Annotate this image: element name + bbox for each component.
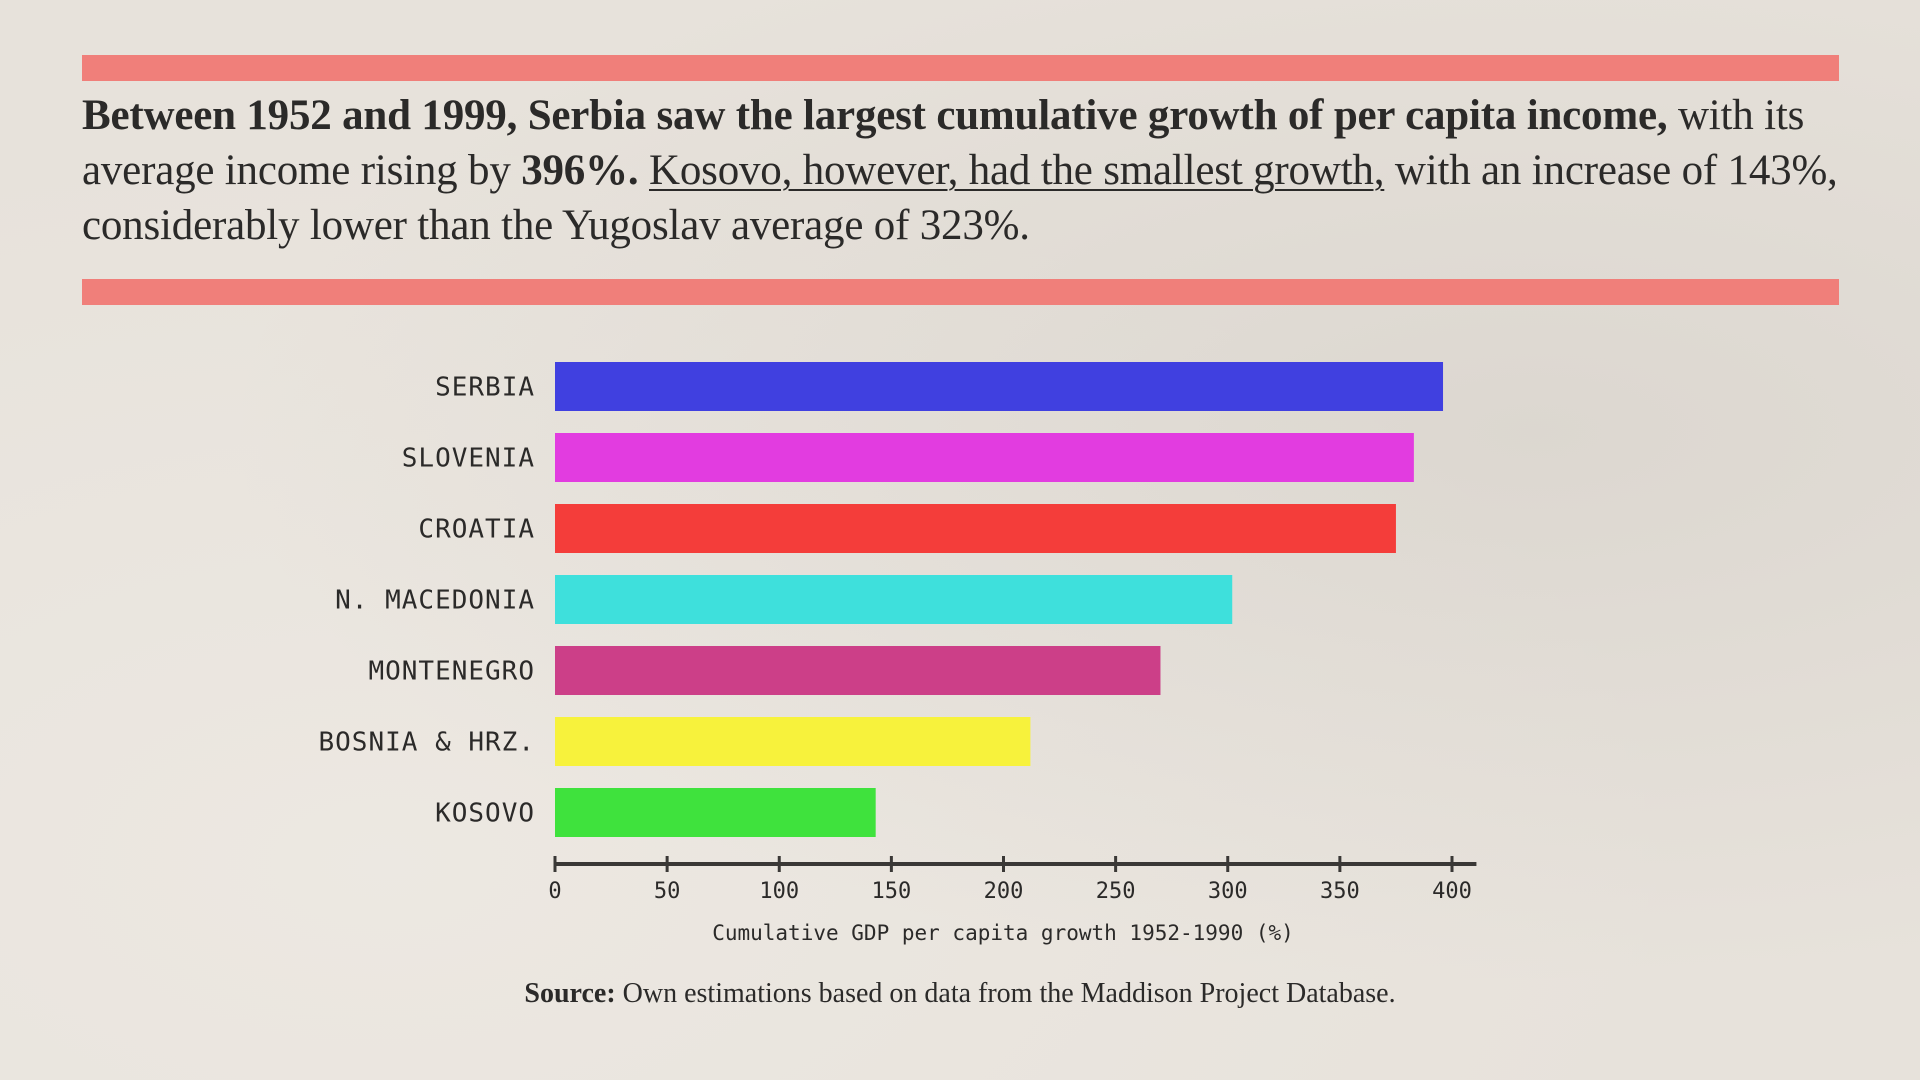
bar-bosnia-hrz-: [555, 717, 1031, 766]
headline: Between 1952 and 1999, Serbia saw the la…: [82, 88, 1862, 253]
category-label: MONTENEGRO: [368, 657, 535, 687]
top-decorative-band: [82, 55, 1839, 81]
bar-n-macedonia: [555, 575, 1233, 624]
source-note: Source: Own estimations based on data fr…: [0, 978, 1920, 1010]
category-label: SLOVENIA: [402, 444, 535, 474]
x-axis-title: Cumulative GDP per capita growth 1952-19…: [712, 921, 1294, 945]
category-label: SERBIA: [435, 373, 535, 403]
category-label: KOSOVO: [435, 799, 535, 829]
x-tick-label: 350: [1320, 879, 1360, 904]
headline-bold-1: Between 1952 and 1999, Serbia saw the la…: [82, 92, 1668, 139]
bar-serbia: [555, 362, 1444, 411]
x-tick-label: 200: [984, 879, 1024, 904]
x-tick-label: 250: [1096, 879, 1136, 904]
x-tick-label: 400: [1432, 879, 1472, 904]
x-tick-label: 300: [1208, 879, 1248, 904]
source-text: Own estimations based on data from the M…: [615, 978, 1396, 1009]
x-tick-label: 0: [548, 879, 561, 904]
category-label: N. MACEDONIA: [335, 586, 535, 616]
headline-text-1: with its average income rising by: [82, 92, 1805, 194]
headline-text-2: with an increase of 143%, considerably l…: [82, 147, 1838, 249]
bar-slovenia: [555, 433, 1414, 482]
category-label: CROATIA: [418, 515, 535, 545]
bar-montenegro: [555, 646, 1161, 695]
bar-kosovo: [555, 788, 876, 837]
bottom-decorative-band: [82, 279, 1839, 305]
x-tick-label: 100: [759, 879, 799, 904]
x-tick-label: 50: [654, 879, 681, 904]
source-label: Source:: [524, 978, 616, 1009]
bar-croatia: [555, 504, 1396, 553]
category-label: BOSNIA & HRZ.: [319, 728, 536, 758]
headline-underlined: Kosovo, however, had the smallest growth…: [649, 147, 1385, 194]
headline-bold-2: 396%.: [521, 147, 639, 194]
x-tick-label: 150: [872, 879, 912, 904]
